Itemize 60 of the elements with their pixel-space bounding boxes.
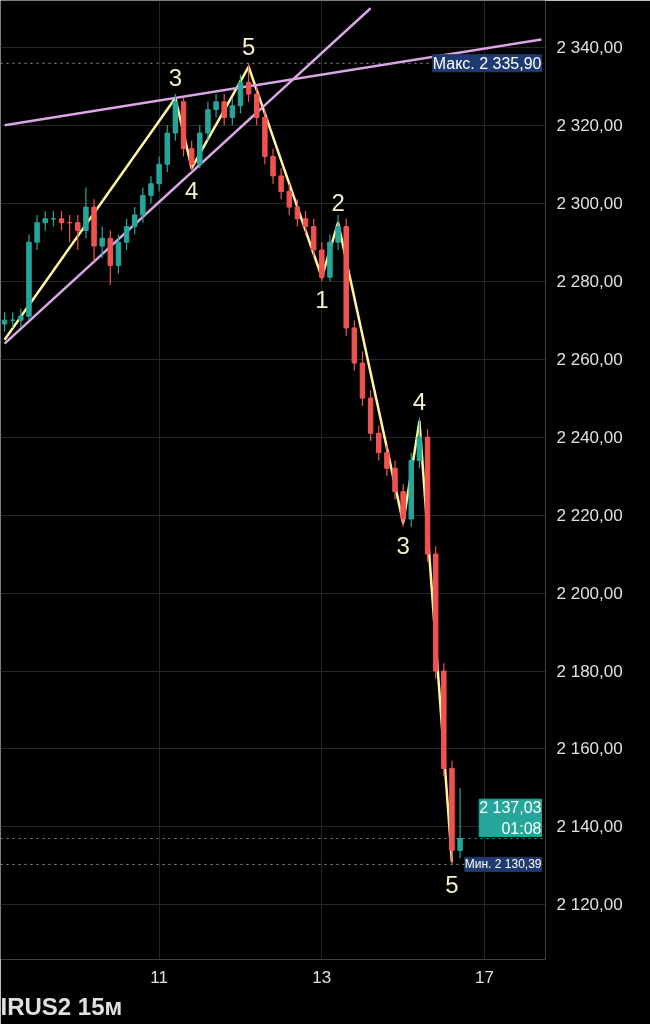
y-tick-label: 2 120,00 bbox=[556, 895, 623, 915]
candlestick bbox=[75, 214, 81, 251]
candlestick bbox=[42, 210, 48, 232]
y-tick-label: 2 300,00 bbox=[556, 193, 623, 213]
candlestick bbox=[376, 424, 382, 462]
annotation: 5 bbox=[445, 871, 459, 899]
candlestick bbox=[245, 62, 252, 103]
y-tick-label: 2 220,00 bbox=[556, 505, 623, 525]
candlestick bbox=[156, 155, 162, 193]
candlestick bbox=[18, 307, 24, 329]
text: IRUS2 15м bbox=[0, 992, 123, 1020]
ref-line-label: 2 137,03 01:08 bbox=[479, 799, 542, 837]
candlestick bbox=[335, 214, 341, 251]
y-tick-label: 2 200,00 bbox=[556, 583, 623, 603]
y-tick-label: 2 280,00 bbox=[556, 271, 623, 291]
candlestick bbox=[286, 183, 293, 216]
candlestick bbox=[253, 85, 260, 126]
candlestick bbox=[278, 167, 284, 200]
x-tick-label: 17 bbox=[475, 967, 494, 987]
y-tick-label: 2 240,00 bbox=[556, 427, 623, 447]
x-tick-label: 11 bbox=[150, 967, 168, 987]
candlestick bbox=[310, 218, 317, 259]
candlestick bbox=[83, 187, 89, 239]
candlestick bbox=[237, 73, 244, 115]
y-tick-label: 2 160,00 bbox=[556, 739, 623, 759]
annotation: 4 bbox=[184, 177, 199, 205]
y-tick-label: 2 320,00 bbox=[556, 115, 623, 135]
candlestick bbox=[416, 417, 423, 469]
candlestick bbox=[1, 311, 8, 333]
y-tick-label: 2 140,00 bbox=[556, 817, 623, 837]
candlestick bbox=[99, 226, 105, 259]
x-tick-label: 13 bbox=[312, 967, 332, 987]
ref-line-label: Мин. 2 130,39 bbox=[464, 857, 542, 872]
annotation: 2 bbox=[331, 188, 345, 216]
annotation: 3 bbox=[168, 63, 183, 91]
candlestick bbox=[148, 175, 154, 204]
candlestick bbox=[302, 210, 309, 235]
candlestick bbox=[188, 140, 195, 173]
y-tick-label: 2 340,00 bbox=[556, 37, 623, 57]
candlestick bbox=[115, 233, 122, 274]
candlestick bbox=[221, 93, 227, 126]
annotation: 3 bbox=[396, 531, 410, 559]
candlestick bbox=[392, 459, 398, 501]
candlestick bbox=[270, 148, 276, 185]
candlestick bbox=[140, 187, 146, 224]
candlestick bbox=[34, 214, 40, 251]
candlestick bbox=[294, 198, 301, 228]
candlestick bbox=[213, 93, 219, 119]
candlestick bbox=[123, 218, 130, 251]
ref-line-label: Макс. 2 335,90 bbox=[432, 54, 542, 72]
candlestick bbox=[229, 97, 236, 126]
annotation: 5 bbox=[241, 32, 256, 60]
candlestick bbox=[131, 206, 138, 235]
annotation: 4 bbox=[412, 387, 427, 415]
y-tick-label: 2 180,00 bbox=[556, 661, 623, 681]
candlestick bbox=[384, 444, 390, 477]
candlestick bbox=[58, 210, 65, 232]
annotation: 1 bbox=[315, 286, 329, 314]
y-tick-label: 2 260,00 bbox=[556, 349, 623, 369]
candlestick bbox=[205, 101, 211, 142]
